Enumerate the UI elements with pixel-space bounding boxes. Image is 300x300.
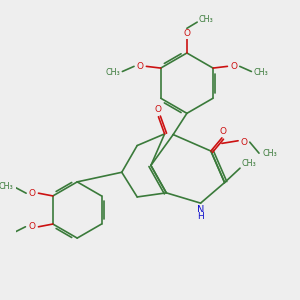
Text: O: O [230,62,237,71]
Text: O: O [183,29,190,38]
Text: CH₃: CH₃ [262,149,277,158]
Text: N: N [197,205,204,215]
Text: O: O [137,62,144,71]
Text: O: O [219,127,226,136]
Text: O: O [29,222,36,231]
Text: O: O [154,105,161,114]
Text: H: H [197,212,204,221]
Text: O: O [241,138,248,147]
Text: O: O [29,189,36,198]
Text: CH₃: CH₃ [198,15,213,24]
Text: CH₃: CH₃ [0,182,13,191]
Text: CH₃: CH₃ [254,68,268,77]
Text: CH₃: CH₃ [241,159,256,168]
Text: CH₃: CH₃ [105,68,120,77]
